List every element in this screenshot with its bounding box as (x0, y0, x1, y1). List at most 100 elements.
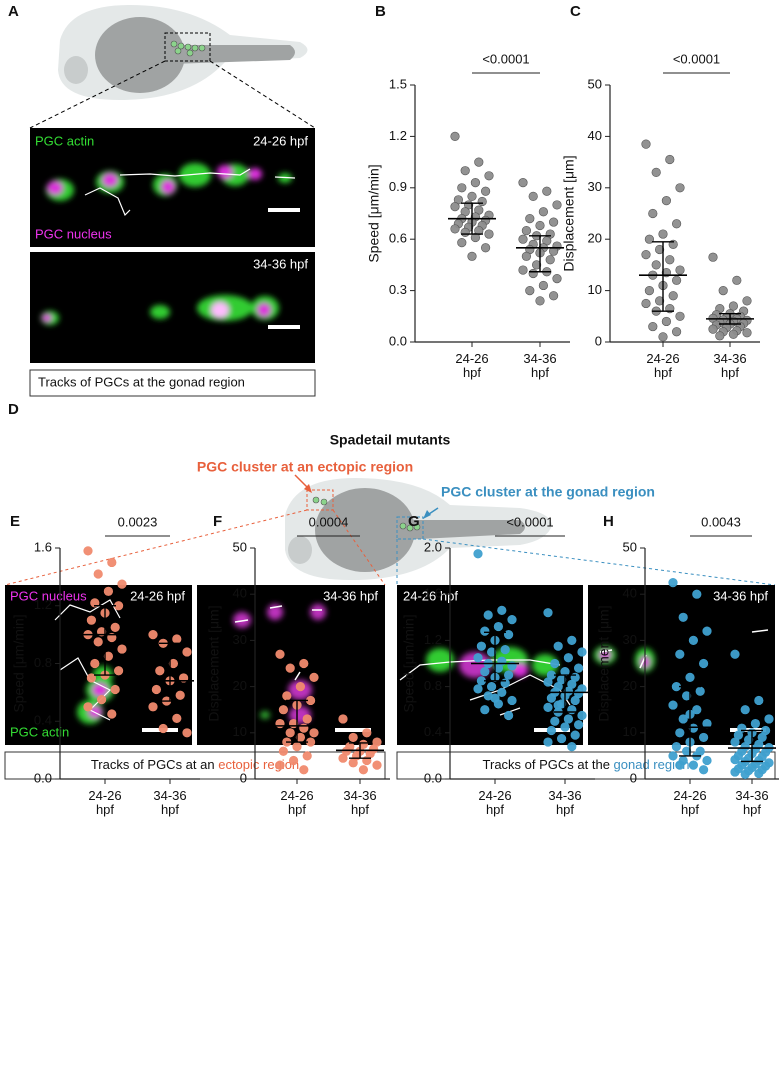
data-point (570, 730, 580, 740)
data-point (278, 746, 289, 756)
data-point (477, 196, 487, 207)
data-point (299, 658, 309, 669)
data-point (90, 598, 100, 608)
caption-box (29, 369, 316, 397)
data-point (740, 769, 750, 779)
data-point (275, 760, 285, 770)
data-point (148, 630, 158, 640)
data-point (742, 328, 752, 338)
data-point (538, 207, 549, 217)
data-point (86, 673, 96, 683)
data-point (560, 722, 570, 732)
data-point (504, 630, 514, 640)
y-axis-label: Displacement [μm] (206, 605, 222, 721)
data-point (93, 637, 103, 647)
data-point (507, 615, 517, 625)
microscopy-image: PGC actin PGC nucleus 24-26 hpf (30, 128, 315, 247)
data-point (548, 291, 559, 301)
data-point (182, 647, 192, 657)
data-point (83, 702, 93, 712)
time-label: 24-26 hpf (130, 588, 185, 603)
data-point (473, 684, 483, 694)
data-point (535, 220, 545, 231)
caption: Tracks of PGCs at an ectopic region (91, 757, 299, 772)
data-point (728, 301, 739, 311)
data-point (692, 705, 702, 715)
data-point (450, 131, 460, 141)
data-point (172, 634, 182, 644)
y-tick-label: 0 (240, 770, 247, 785)
x-tick-label-line: 24-26 (646, 351, 679, 366)
data-point (474, 157, 484, 167)
data-point (563, 653, 574, 663)
data-point (543, 608, 553, 618)
data-point (518, 234, 528, 244)
data-point (553, 700, 563, 710)
panel-letter: C (570, 3, 581, 20)
data-point (552, 274, 562, 284)
data-point (480, 666, 490, 677)
data-point (675, 760, 685, 770)
data-point (675, 311, 685, 321)
x-tick-label-line: hpf (288, 802, 306, 817)
data-point (535, 296, 545, 306)
data-point (473, 653, 483, 663)
data-point (708, 252, 718, 262)
panel-letter: E (10, 513, 20, 530)
data-point (668, 751, 678, 761)
panel-letter: D (8, 401, 19, 418)
data-point (362, 728, 372, 738)
data-point (470, 232, 481, 243)
data-point (654, 244, 665, 255)
data-point (292, 742, 302, 752)
p-value: <0.0001 (482, 51, 529, 66)
data-point (730, 754, 740, 765)
y-tick-label: 0 (630, 770, 637, 785)
time-label: 34-36 hpf (323, 588, 378, 603)
data-point (487, 647, 497, 657)
data-point (450, 224, 460, 234)
panel-letter: H (603, 513, 614, 530)
data-point (504, 710, 514, 721)
data-point (107, 557, 117, 568)
x-tick-label-line: hpf (161, 802, 179, 817)
data-point (668, 700, 678, 710)
channel-label: PGC nucleus (35, 226, 112, 241)
data-point (692, 589, 702, 599)
x-tick-label-line: 24-26 (673, 788, 706, 803)
data-point (518, 178, 528, 188)
y-tick-label: 0.6 (389, 231, 407, 246)
data-point (550, 658, 560, 669)
y-tick-label: 1.2 (389, 128, 407, 143)
data-point (651, 167, 661, 177)
data-point (573, 720, 584, 730)
data-point (96, 694, 107, 705)
data-point (450, 202, 460, 212)
data-point (476, 641, 487, 651)
x-tick-label-line: hpf (96, 802, 114, 817)
data-point (651, 260, 661, 270)
data-point (500, 645, 510, 655)
x-tick-label-line: hpf (721, 365, 739, 380)
data-point (295, 681, 306, 692)
data-point (742, 296, 752, 306)
data-point (543, 737, 553, 747)
data-point (715, 331, 725, 341)
data-point (567, 742, 577, 752)
data-point (548, 217, 559, 227)
data-point (113, 666, 124, 676)
y-tick-label: 1.2 (424, 632, 442, 647)
x-tick-label: 34-36 hpf (523, 351, 556, 380)
data-point (671, 219, 682, 229)
data-point (688, 635, 699, 646)
data-point (678, 714, 688, 724)
data-point (172, 713, 182, 723)
data-point (688, 723, 699, 733)
y-tick-label: 20 (233, 678, 247, 693)
data-point (93, 569, 103, 579)
time-label: 24-26 hpf (403, 588, 458, 603)
y-axis-label: Displacement [μm] (561, 155, 577, 271)
x-tick-label-line: 34-36 (153, 788, 186, 803)
data-point (493, 621, 504, 632)
data-point (299, 765, 309, 775)
